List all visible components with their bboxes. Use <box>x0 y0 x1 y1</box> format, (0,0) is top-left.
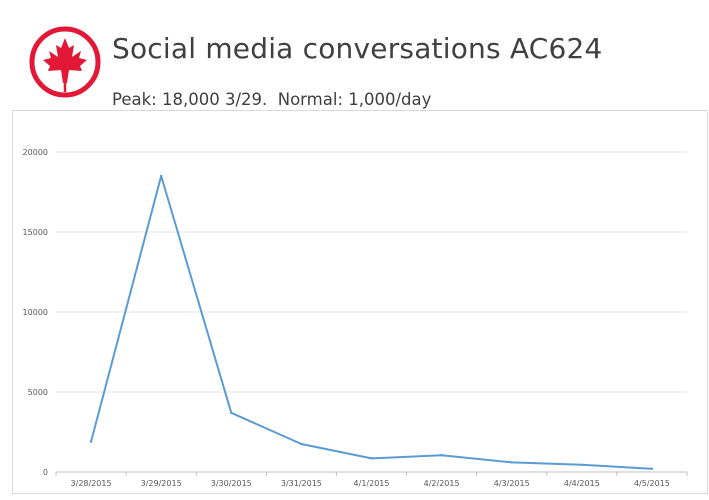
air-canada-logo <box>29 26 101 98</box>
data-point <box>580 463 584 466</box>
data-point <box>370 457 373 460</box>
x-tick-label: 4/4/2015 <box>564 479 600 488</box>
x-tick-label: 3/30/2015 <box>211 479 252 488</box>
maple-leaf-icon <box>43 38 87 83</box>
y-tick-label: 10000 <box>23 308 48 317</box>
x-tick-label: 3/31/2015 <box>281 479 322 488</box>
data-point <box>440 454 443 457</box>
y-tick-label: 5000 <box>28 388 48 397</box>
page-title: Social media conversations AC624 <box>112 32 603 65</box>
x-tick-label: 4/2/2015 <box>424 479 460 488</box>
logo-ring-icon <box>29 26 101 98</box>
data-point <box>510 461 513 464</box>
x-tick-label: 3/29/2015 <box>141 479 182 488</box>
line-chart: 0 5000 10000 15000 20000 3/28/2015 3/29/2015 3/… <box>23 148 688 488</box>
data-point <box>230 411 233 414</box>
data-point <box>300 442 303 446</box>
y-tick-label: 0 <box>43 468 48 477</box>
x-tick-label: 4/1/2015 <box>354 479 390 488</box>
chart-area: 0 5000 10000 15000 20000 3/28/2015 3/29/2015 3/… <box>12 110 708 494</box>
x-tick-label: 4/3/2015 <box>494 479 530 488</box>
data-point <box>650 467 654 470</box>
page-subtitle: Peak: 18,000 3/29. Normal: 1,000/day <box>112 90 432 109</box>
series-line <box>90 175 653 470</box>
data-point <box>89 440 93 443</box>
data-point <box>159 174 163 178</box>
y-tick-label: 20000 <box>23 148 48 157</box>
y-tick-label: 15000 <box>23 228 48 237</box>
x-tick-label: 4/5/2015 <box>634 479 670 488</box>
x-tick-label: 3/28/2015 <box>71 479 112 488</box>
